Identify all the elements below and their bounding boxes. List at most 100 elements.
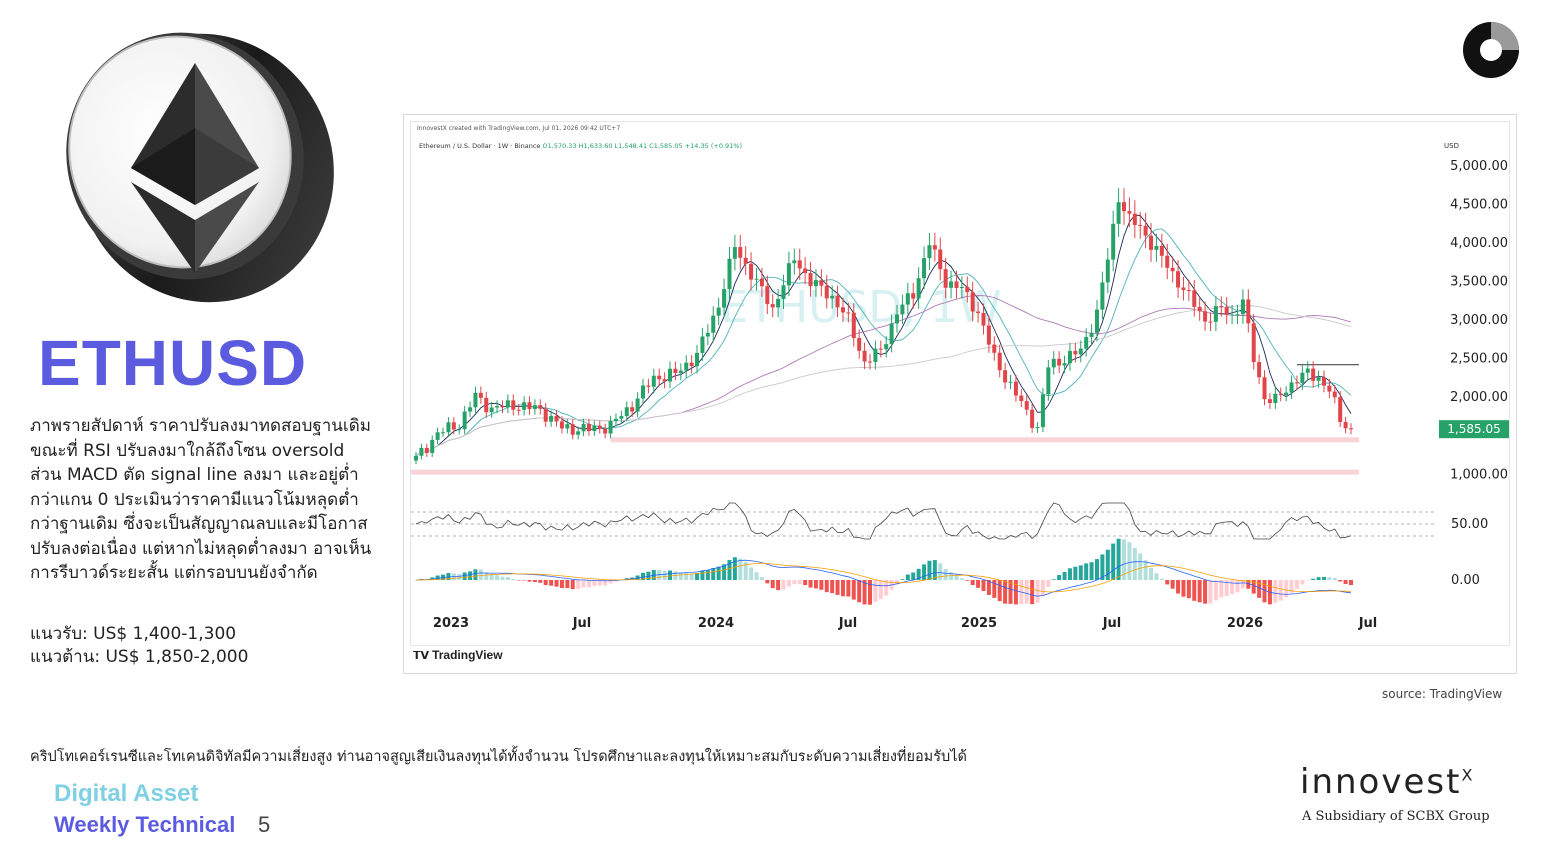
- macd-histogram-bar: [1159, 578, 1164, 580]
- last-price-label: 1,585.05: [1447, 422, 1500, 436]
- macd-histogram-bar: [1327, 577, 1332, 580]
- macd-histogram-bar: [1332, 578, 1337, 580]
- macd-histogram-bar: [538, 580, 543, 583]
- candle-body: [505, 400, 510, 408]
- macd-histogram-bar: [997, 580, 1002, 602]
- macd-histogram-bar: [689, 573, 694, 580]
- candle-body: [1240, 299, 1245, 315]
- macd-histogram-bar: [884, 580, 889, 596]
- ma-line: [415, 305, 1352, 457]
- candle-body: [1251, 323, 1256, 363]
- macd-histogram-bar: [570, 580, 575, 590]
- macd-histogram-bar: [1257, 580, 1262, 598]
- candle-body: [1197, 306, 1202, 312]
- candle-body: [1127, 211, 1132, 214]
- macd-histogram-bar: [549, 580, 554, 586]
- candle-body: [1046, 367, 1051, 395]
- candle-body: [419, 447, 424, 456]
- macd-histogram-bar: [1035, 580, 1040, 603]
- macd-histogram-bar: [1127, 542, 1132, 580]
- candle-body: [803, 268, 808, 274]
- candle-body: [1219, 306, 1224, 308]
- candle-body: [500, 406, 505, 408]
- macd-histogram-bar: [970, 580, 975, 586]
- macd-histogram-bar: [992, 580, 997, 598]
- candle-body: [1343, 421, 1348, 429]
- candle-body: [722, 289, 727, 308]
- macd-histogram-bar: [1305, 580, 1310, 581]
- macd-histogram-bar: [954, 575, 959, 580]
- chart-ohlc: Ethereum / U.S. Dollar · 1W · Binance O1…: [419, 142, 742, 150]
- candle-body: [1035, 427, 1040, 429]
- candle-body: [554, 415, 559, 422]
- candle-body: [965, 286, 970, 293]
- candle-body: [786, 263, 791, 286]
- candle-body: [711, 315, 716, 333]
- resistance-level: แนวต้าน: US$ 1,850-2,000: [30, 647, 249, 667]
- macd-histogram-bar: [895, 580, 900, 585]
- candle-body: [732, 247, 737, 259]
- price-tick-label: 3,500.00: [1450, 275, 1508, 290]
- last-price-badge: [1439, 420, 1509, 439]
- macd-histogram-bar: [1240, 580, 1245, 589]
- macd-histogram-bar: [1030, 580, 1035, 605]
- candle-body: [1138, 224, 1143, 226]
- macd-histogram-bar: [640, 572, 645, 580]
- candle-body: [857, 338, 862, 351]
- candle-body: [1300, 372, 1305, 383]
- candle-body: [495, 406, 500, 408]
- candle-body: [900, 304, 905, 315]
- candle-body: [749, 263, 754, 280]
- macd-histogram-bar: [765, 580, 770, 584]
- macd-histogram-bar: [1300, 580, 1305, 585]
- page-title: ETHUSD: [38, 327, 308, 399]
- macd-histogram-bar: [608, 580, 613, 584]
- logo-tagline: A Subsidiary of SCBX Group: [1302, 809, 1490, 824]
- macd-histogram-bar: [1235, 580, 1240, 593]
- macd-histogram-bar: [797, 580, 802, 585]
- candle-body: [1062, 363, 1067, 366]
- candle-body: [1089, 332, 1094, 337]
- macd-histogram-bar: [1084, 563, 1089, 580]
- macd-histogram-bar: [543, 580, 548, 586]
- price-tick-label: 4,500.00: [1450, 197, 1508, 212]
- macd-histogram-bar: [532, 580, 537, 582]
- macd-histogram-bar: [1251, 580, 1256, 594]
- candle-body: [1181, 287, 1186, 291]
- macd-histogram-bar: [1230, 580, 1235, 595]
- macd-histogram-bar: [727, 560, 732, 580]
- candle-body: [640, 385, 645, 399]
- macd-histogram-bar: [484, 572, 489, 580]
- candle-body: [781, 285, 786, 300]
- chart-svg: ETHUSD, 1W USD 50.00 0.00 5,000.00 4,500.…: [411, 142, 1509, 631]
- macd-histogram-bar: [1203, 580, 1208, 604]
- candle-body: [532, 405, 537, 409]
- candle-body: [824, 285, 829, 299]
- macd-histogram-bar: [1008, 580, 1013, 604]
- macd-histogram-bar: [900, 579, 905, 580]
- macd-histogram-bar: [1116, 538, 1121, 580]
- candle-body: [1294, 382, 1299, 384]
- candle-body: [678, 370, 683, 374]
- candle-body: [1165, 255, 1170, 268]
- candle-body: [468, 407, 473, 412]
- candle-body: [792, 260, 797, 264]
- candle-body: [895, 314, 900, 324]
- chart-canvas: InnovestX created with TradingView.com, …: [410, 121, 1510, 646]
- ethereum-coin-icon: [66, 32, 334, 303]
- candle-body: [478, 392, 483, 398]
- candle-body: [851, 312, 856, 339]
- macd-histogram-bar: [1349, 580, 1353, 586]
- candle-body: [1057, 358, 1062, 366]
- macd-histogram-bar: [1094, 559, 1099, 580]
- candle-body: [992, 344, 997, 353]
- candle-body: [1176, 271, 1181, 288]
- candle-body: [840, 307, 845, 313]
- candle-body: [1030, 409, 1035, 428]
- macd-histogram-bar: [840, 580, 845, 597]
- candle-body: [846, 312, 851, 314]
- candle-body: [949, 281, 954, 288]
- logo-wordmark: innovestX: [1300, 762, 1475, 802]
- macd-histogram-bar: [911, 572, 916, 580]
- macd-histogram-bar: [743, 561, 748, 580]
